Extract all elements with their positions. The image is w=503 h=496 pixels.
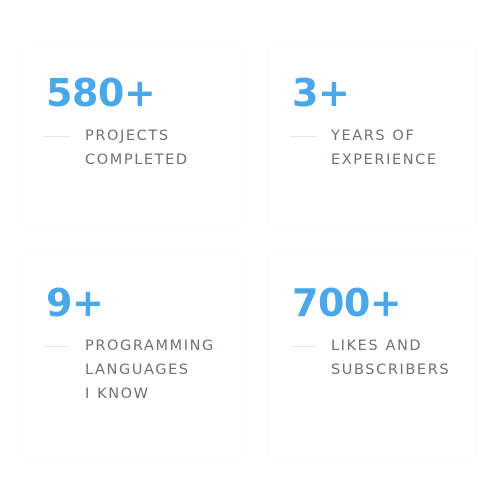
stat-label-line: I KNOW: [85, 386, 150, 402]
divider-line: [44, 136, 70, 137]
stat-card-languages: 9+ PROGRAMMING LANGUAGES I KNOW: [24, 254, 244, 458]
divider-line: [44, 346, 70, 347]
stat-card-projects: 580+ PROJECTS COMPLETED: [24, 44, 244, 224]
stat-label-line: SUBSCRIBERS: [331, 362, 451, 378]
stat-value: 3+: [292, 71, 350, 115]
stat-label-line: EXPERIENCE: [331, 152, 438, 168]
divider-line: [290, 346, 316, 347]
stat-label-line: PROGRAMMING: [85, 338, 215, 354]
stat-label-line: PROJECTS: [85, 128, 170, 144]
stat-value: 580+: [46, 71, 156, 115]
stat-value: 9+: [46, 281, 104, 325]
stat-label: PROJECTS COMPLETED: [85, 124, 189, 172]
stat-value: 700+: [292, 281, 402, 325]
stat-label: LIKES AND SUBSCRIBERS: [331, 334, 450, 382]
stat-card-subscribers: 700+ LIKES AND SUBSCRIBERS: [270, 254, 474, 458]
divider-line: [290, 136, 316, 137]
stat-label-line: COMPLETED: [85, 152, 189, 168]
stat-label: YEARS OF EXPERIENCE: [331, 124, 438, 172]
stat-label-line: LIKES AND: [331, 338, 423, 354]
stat-card-experience: 3+ YEARS OF EXPERIENCE: [270, 44, 474, 224]
stat-label-line: LANGUAGES: [85, 362, 190, 378]
stat-label-line: YEARS OF: [331, 128, 416, 144]
stat-label: PROGRAMMING LANGUAGES I KNOW: [85, 334, 215, 406]
